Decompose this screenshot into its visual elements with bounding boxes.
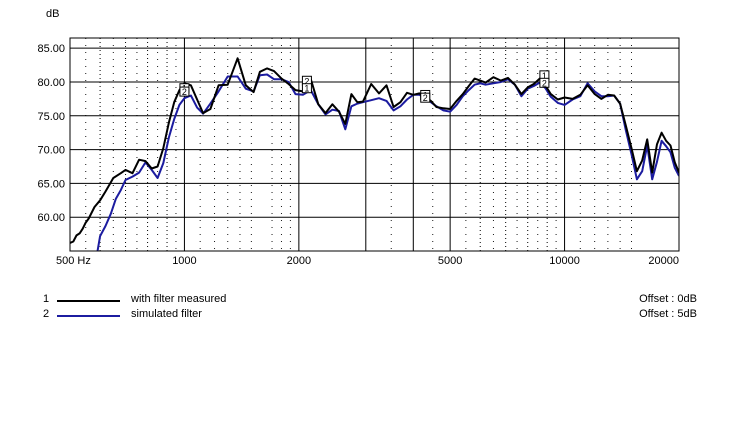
x-tick-label: 5000 — [438, 255, 462, 267]
legend-line-swatch — [57, 315, 120, 317]
marker-label: 2 — [542, 78, 547, 88]
marker-label: 2 — [182, 87, 187, 97]
series-line-2 — [96, 73, 679, 251]
y-tick-label: 70.00 — [37, 145, 65, 157]
legend-series-number: 1 — [43, 293, 50, 305]
marker-label: 1 — [304, 84, 309, 94]
legend-series-label: simulated filter — [131, 308, 202, 320]
series-marker-2: 2 — [539, 77, 550, 88]
y-tick-label: 75.00 — [37, 111, 65, 123]
x-tick-label: 10000 — [549, 255, 580, 267]
marker-box — [420, 92, 431, 103]
legend-entry-2: 2 simulated filter Offset : 5dB — [0, 308, 746, 322]
marker-box — [179, 86, 190, 97]
x-tick-label: 500 Hz — [56, 255, 91, 267]
series-marker-2: 2 — [179, 86, 190, 97]
legend-entry-1: 1 with filter measured Offset : 0dB — [0, 293, 746, 307]
legend-series-label: with filter measured — [131, 293, 227, 305]
marker-box — [301, 83, 312, 94]
y-tick-label: 80.00 — [37, 77, 65, 89]
x-tick-label: 2000 — [287, 255, 311, 267]
marker-label: 1 — [542, 71, 547, 81]
series-offset-label: Offset : 0dB — [639, 293, 697, 305]
marker-box — [539, 77, 550, 88]
y-axis-unit-label: dB — [46, 8, 59, 20]
grid-layer — [70, 38, 679, 251]
y-tick-label: 65.00 — [37, 178, 65, 190]
marker-label: 2 — [423, 93, 428, 103]
series-marker-1: 1 — [301, 83, 312, 94]
marker-label: 2 — [304, 76, 309, 86]
legend-series-number: 2 — [43, 308, 50, 320]
tick-layer: 60.00 65.00 70.00 75.00 80.00 85.00 500 Hz 1000… — [37, 43, 679, 267]
y-tick-label: 60.00 — [37, 212, 65, 224]
x-tick-label: 1000 — [172, 255, 196, 267]
series-offset-label: Offset : 5dB — [639, 308, 697, 320]
marker-layer: 12211212 — [179, 70, 550, 103]
plot-frame — [69, 37, 680, 252]
x-tick-label: 20000 — [648, 255, 679, 267]
legend-line-swatch — [57, 300, 120, 302]
series-line-1 — [70, 57, 679, 244]
series-layer — [70, 57, 679, 251]
series-marker-2: 2 — [420, 92, 431, 103]
y-tick-label: 85.00 — [37, 43, 65, 55]
